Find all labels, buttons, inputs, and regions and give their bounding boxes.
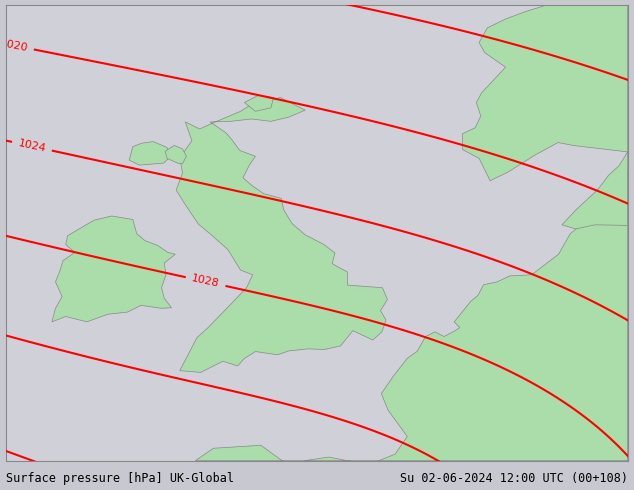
Polygon shape bbox=[52, 216, 176, 322]
Text: 1024: 1024 bbox=[17, 138, 47, 154]
Polygon shape bbox=[562, 152, 628, 229]
Text: Surface pressure [hPa] UK-Global: Surface pressure [hPa] UK-Global bbox=[6, 472, 235, 485]
Polygon shape bbox=[176, 98, 387, 372]
Text: 1020: 1020 bbox=[0, 38, 29, 53]
Polygon shape bbox=[195, 170, 628, 466]
Text: 1028: 1028 bbox=[191, 274, 221, 290]
Polygon shape bbox=[129, 142, 171, 165]
Polygon shape bbox=[463, 4, 628, 181]
Polygon shape bbox=[165, 146, 186, 164]
Text: Su 02-06-2024 12:00 UTC (00+108): Su 02-06-2024 12:00 UTC (00+108) bbox=[399, 472, 628, 485]
Polygon shape bbox=[244, 96, 274, 111]
